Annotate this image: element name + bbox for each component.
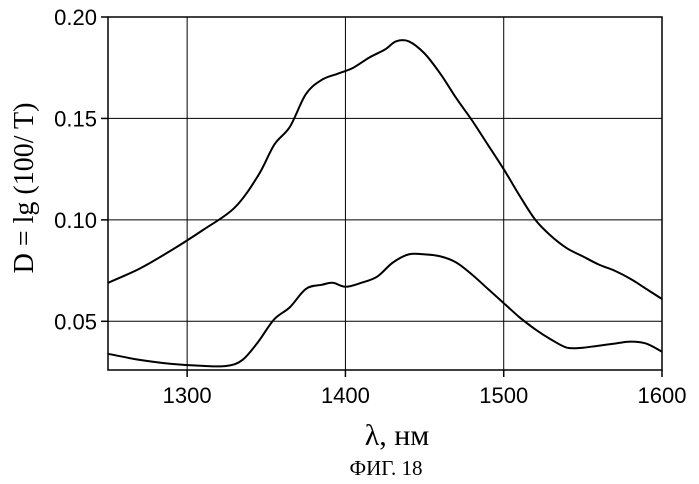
x-tick-label: 1400 bbox=[321, 383, 370, 408]
x-tick-label: 1600 bbox=[638, 383, 687, 408]
figure-caption: ФИГ. 18 bbox=[349, 456, 422, 480]
curves bbox=[108, 40, 662, 366]
x-tick-label: 1300 bbox=[163, 383, 212, 408]
y-tick-labels: 0.05 0.10 0.15 0.20 bbox=[54, 5, 97, 334]
series-line-2 bbox=[108, 254, 662, 367]
y-tick-label: 0.20 bbox=[54, 5, 97, 30]
y-axis-label: D = lg (100/ T) bbox=[9, 103, 40, 274]
plot-frame bbox=[108, 17, 662, 370]
y-tick-label: 0.05 bbox=[54, 309, 97, 334]
y-tick-label: 0.10 bbox=[54, 208, 97, 233]
x-tick-label: 1500 bbox=[479, 383, 528, 408]
series-line-1 bbox=[108, 40, 662, 299]
x-tick-labels: 1300 1400 1500 1600 bbox=[163, 383, 687, 408]
grid bbox=[108, 17, 662, 370]
y-tick-label: 0.15 bbox=[54, 106, 97, 131]
x-axis-label: λ, нм bbox=[365, 419, 430, 452]
ticks bbox=[101, 17, 662, 377]
